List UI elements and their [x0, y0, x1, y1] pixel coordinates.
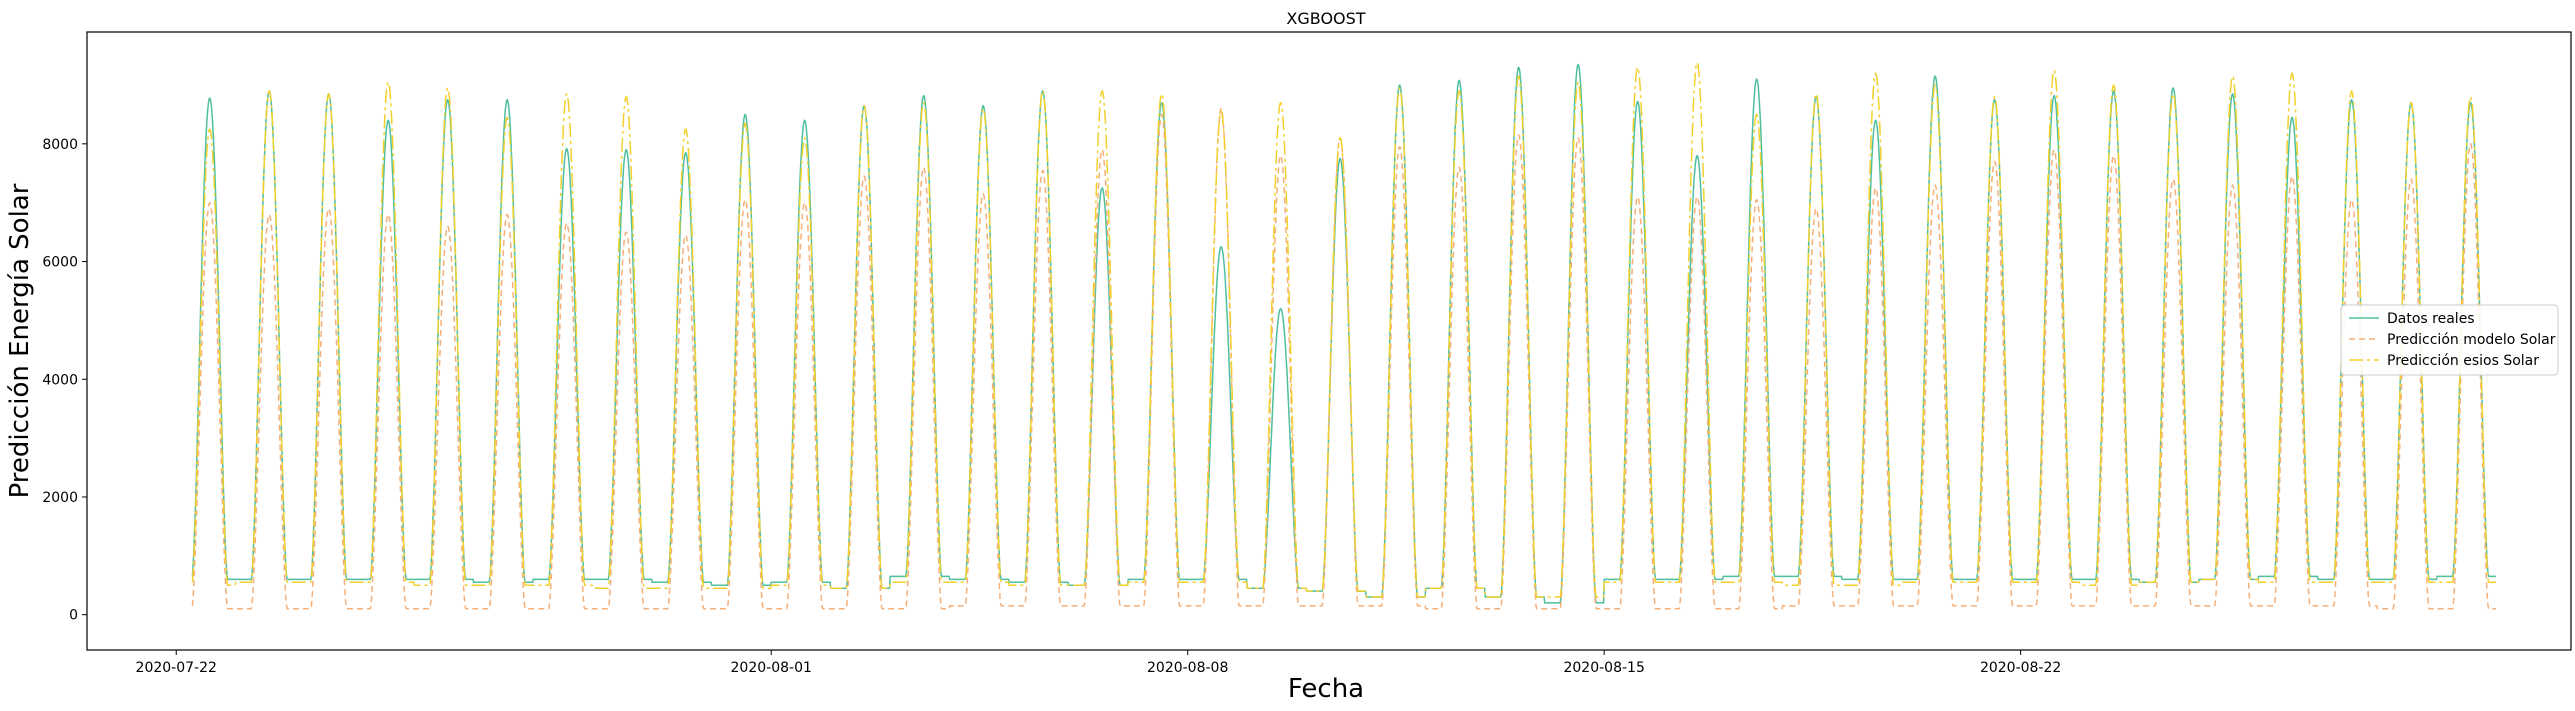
x-tick-label: 2020-08-15	[1563, 660, 1644, 676]
legend-box	[2340, 304, 2559, 376]
legend-label-prediccion-modelo: Predicción modelo Solar	[2387, 332, 2556, 348]
chart-title: XGBOOST	[1286, 9, 1365, 28]
series-layer	[191, 61, 2497, 610]
plot-area	[86, 31, 2572, 651]
legend-label-prediccion-esios: Predicción esios Solar	[2387, 353, 2539, 369]
x-axis-title: Fecha	[1288, 674, 1364, 704]
x-tick-label: 2020-08-01	[731, 660, 812, 676]
y-axis-title: Predicción Energía Solar	[5, 183, 35, 498]
y-tick-label: 4000	[42, 372, 78, 388]
y-tick-label: 8000	[42, 137, 78, 153]
x-tick-label: 2020-07-22	[136, 660, 217, 676]
legend: Datos reales Predicción modelo Solar Pre…	[2340, 304, 2559, 376]
series-line-1	[191, 107, 2497, 610]
y-tick-label: 6000	[42, 255, 78, 271]
y-axis: 0 2000 4000 6000 8000	[42, 137, 87, 624]
y-tick-label: 0	[69, 608, 78, 624]
x-axis: 2020-07-22 2020-08-01 2020-08-08 2020-08-15…	[136, 650, 2061, 676]
series-line-2	[191, 61, 2497, 598]
legend-label-datos-reales: Datos reales	[2387, 311, 2475, 327]
x-tick-label: 2020-08-08	[1147, 660, 1228, 676]
x-tick-label: 2020-08-22	[1980, 660, 2061, 676]
y-tick-label: 2000	[42, 490, 78, 506]
